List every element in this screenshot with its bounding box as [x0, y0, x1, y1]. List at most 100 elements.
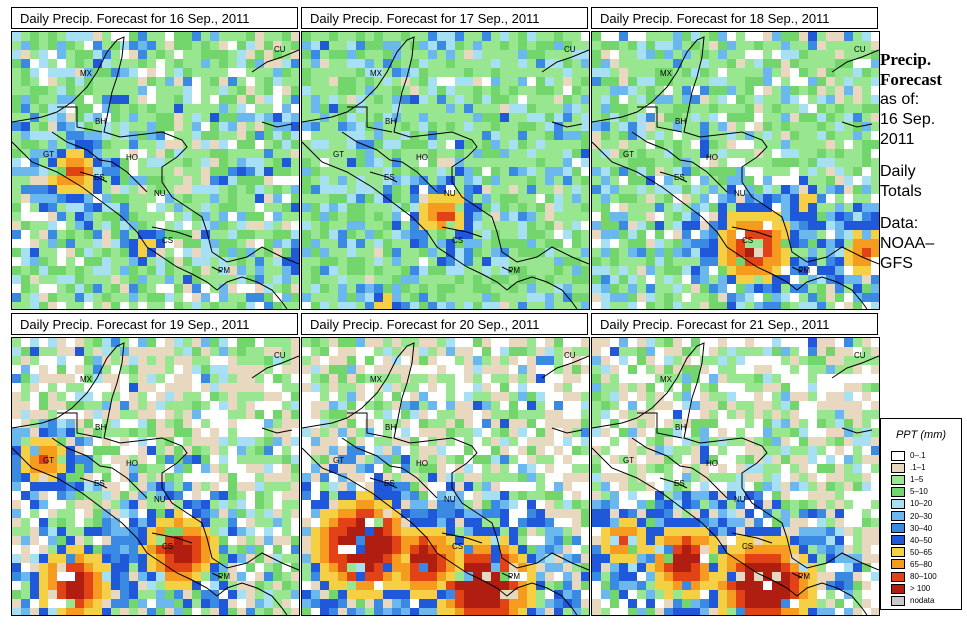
precip-cell	[853, 32, 862, 41]
precip-cell	[619, 122, 628, 131]
precip-cell	[291, 572, 299, 581]
precip-cell	[554, 536, 563, 545]
precip-cell	[138, 32, 147, 41]
precip-cell	[491, 32, 500, 41]
precip-cell	[320, 455, 329, 464]
precip-cell	[66, 410, 75, 419]
precip-cell	[772, 284, 781, 293]
precip-cell	[500, 581, 509, 590]
precip-cell	[464, 230, 473, 239]
precip-cell	[464, 302, 473, 309]
precip-cell	[491, 230, 500, 239]
precip-cell	[165, 410, 174, 419]
precip-cell	[799, 302, 808, 309]
precip-cell	[291, 32, 299, 41]
precip-cell	[320, 149, 329, 158]
precip-cell	[581, 473, 589, 482]
precip-cell	[572, 527, 581, 536]
precip-cell	[383, 59, 392, 68]
precip-cell	[246, 428, 255, 437]
precip-cell	[700, 149, 709, 158]
precip-cell	[610, 59, 619, 68]
precip-cell	[329, 230, 338, 239]
precip-cell	[428, 401, 437, 410]
precip-cell	[282, 203, 291, 212]
precip-cell	[610, 77, 619, 86]
precip-cell	[482, 158, 491, 167]
precip-cell	[500, 392, 509, 401]
precip-cell	[473, 536, 482, 545]
precip-cell	[57, 194, 66, 203]
precip-cell	[174, 491, 183, 500]
boundary-line	[51, 437, 148, 499]
precip-cell	[12, 221, 21, 230]
precip-cell	[473, 239, 482, 248]
precip-cell	[84, 248, 93, 257]
precip-cell	[500, 428, 509, 437]
precip-cell	[772, 239, 781, 248]
precip-cell	[111, 428, 120, 437]
precip-cell	[781, 167, 790, 176]
precip-cell	[464, 239, 473, 248]
precip-cell	[165, 527, 174, 536]
precip-cell	[75, 401, 84, 410]
precip-cell	[473, 194, 482, 203]
precip-cell	[21, 194, 30, 203]
precip-cell	[655, 68, 664, 77]
precip-cell	[392, 167, 401, 176]
precip-cell	[718, 176, 727, 185]
country-label: HO	[706, 153, 718, 162]
precip-cell	[727, 194, 736, 203]
precip-cell	[799, 203, 808, 212]
precip-cell	[628, 185, 637, 194]
precip-cell	[518, 428, 527, 437]
precip-cell	[320, 419, 329, 428]
precip-cell	[581, 203, 589, 212]
precip-cell	[30, 284, 39, 293]
precip-cell	[410, 455, 419, 464]
precip-cell	[302, 455, 311, 464]
precip-cell	[302, 572, 311, 581]
precip-cell	[356, 581, 365, 590]
precip-cell	[545, 464, 554, 473]
precip-cell	[628, 140, 637, 149]
precip-cell	[601, 176, 610, 185]
precip-cell	[255, 446, 264, 455]
precip-cell	[30, 176, 39, 185]
precip-cell	[84, 32, 93, 41]
precip-cell	[464, 203, 473, 212]
precip-cell	[410, 167, 419, 176]
precip-cell	[210, 302, 219, 309]
precip-cell	[338, 167, 347, 176]
precip-cell	[464, 473, 473, 482]
precip-cell	[509, 167, 518, 176]
precip-cell	[446, 410, 455, 419]
precip-cell	[844, 41, 853, 50]
precip-cell	[311, 149, 320, 158]
precip-cell	[772, 293, 781, 302]
precip-cell	[826, 149, 835, 158]
precip-cell	[138, 203, 147, 212]
precip-cell	[446, 230, 455, 239]
precip-cell	[84, 95, 93, 104]
precip-cell	[374, 131, 383, 140]
precip-cell	[527, 59, 536, 68]
precip-cell	[808, 212, 817, 221]
precip-cell	[228, 50, 237, 59]
precip-cell	[428, 122, 437, 131]
precip-cell	[147, 455, 156, 464]
precip-cell	[581, 482, 589, 491]
precip-cell	[320, 293, 329, 302]
precip-cell	[66, 590, 75, 599]
precip-cell	[655, 95, 664, 104]
precip-cell	[563, 293, 572, 302]
precip-cell	[311, 464, 320, 473]
precip-cell	[228, 527, 237, 536]
precip-cell	[518, 194, 527, 203]
precip-cell	[302, 86, 311, 95]
precip-cell	[12, 572, 21, 581]
precip-cell	[102, 257, 111, 266]
precip-cell	[772, 176, 781, 185]
precip-cell	[509, 545, 518, 554]
precip-cell	[709, 95, 718, 104]
